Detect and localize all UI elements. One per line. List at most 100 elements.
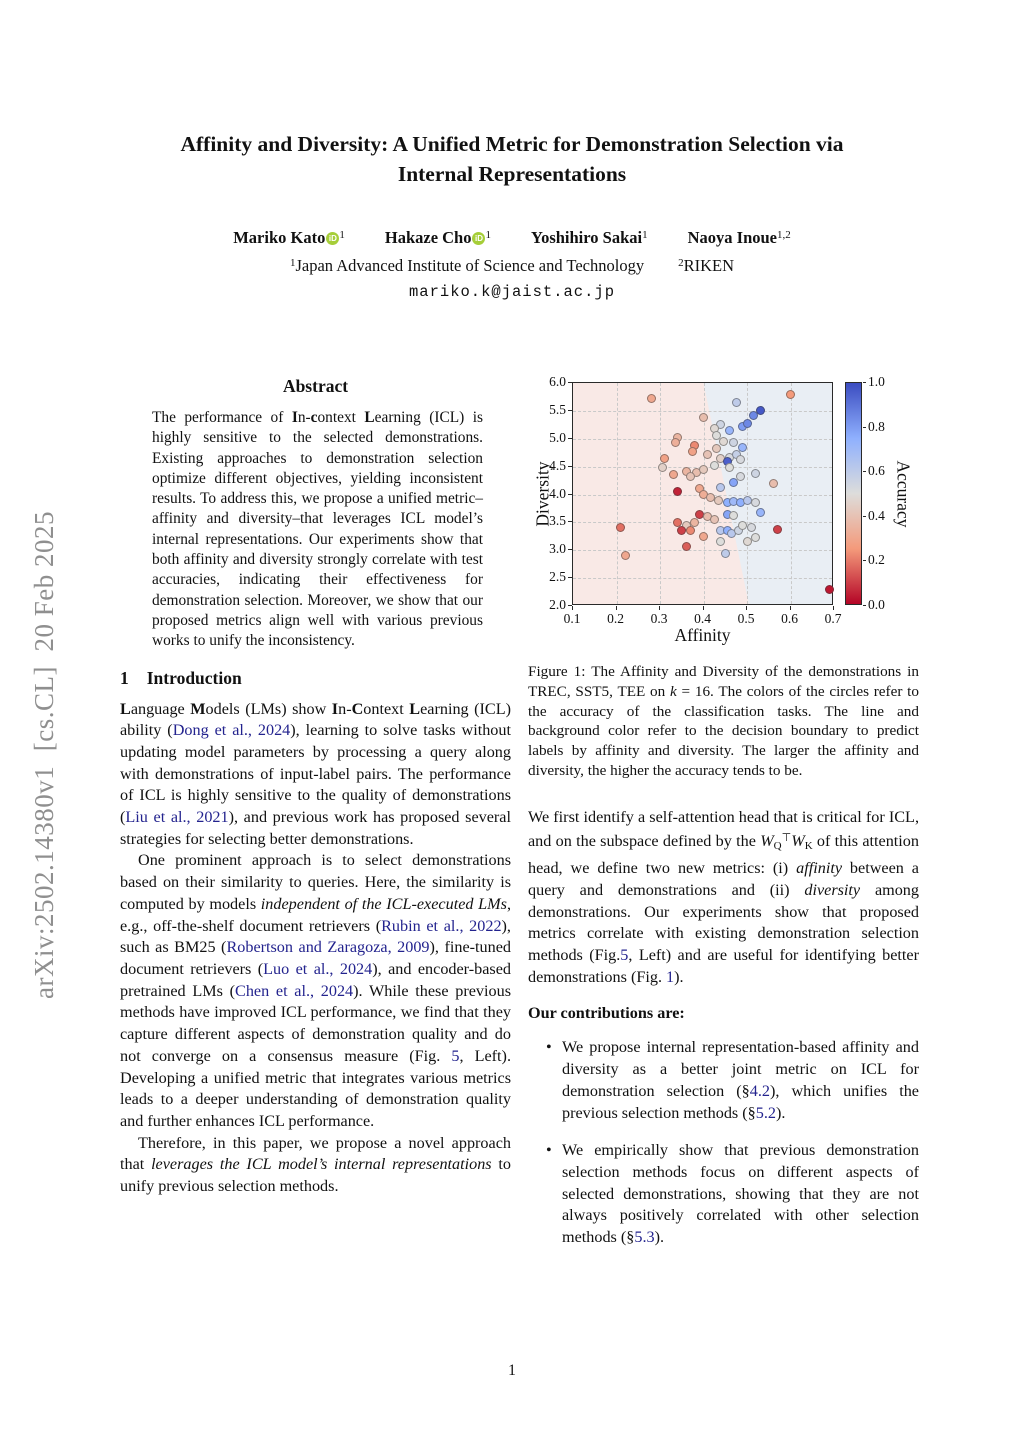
right-column: Affinity Diversity Accuracy 0.1 0.2 0.3 0.4… xyxy=(528,372,919,1265)
colorbar-tick-label: 0.2 xyxy=(868,552,885,568)
affil-name: RIKEN xyxy=(683,256,735,275)
x-tick-label: 0.5 xyxy=(737,611,755,626)
author-affil-sup: 1 xyxy=(339,229,345,241)
colorbar-tick-mark xyxy=(863,515,866,517)
y-tick-label: 5.5 xyxy=(549,401,566,417)
scatter-point xyxy=(616,523,626,533)
x-tick-mark xyxy=(789,606,791,610)
gridline xyxy=(573,522,832,524)
scatter-point xyxy=(786,389,795,399)
colorbar-tick-label: 0.0 xyxy=(868,597,885,612)
citation-link[interactable]: Chen et al., 2024 xyxy=(235,981,354,1000)
x-tick-mark xyxy=(702,606,704,610)
scatter-point xyxy=(670,438,680,448)
scatter-point xyxy=(718,437,728,447)
right-paragraph-1: We first identify a self-attention head … xyxy=(528,807,919,986)
y-tick-mark xyxy=(568,437,572,439)
author-1: Mariko Kato iD 1 xyxy=(233,228,345,248)
scatter-point xyxy=(772,524,782,534)
x-tick-label: 0.4 xyxy=(694,611,711,626)
scatter-point xyxy=(699,464,708,474)
author-name: Naoya Inoue xyxy=(687,228,777,247)
citation-link[interactable]: 4.2 xyxy=(749,1081,770,1100)
scatter-point xyxy=(685,471,695,481)
colorbar-tick-mark xyxy=(863,382,866,383)
contact-email: mariko.k@jaist.ac.jp xyxy=(408,283,616,301)
y-tick-label: 6.0 xyxy=(549,374,566,389)
citation-link[interactable]: 5.3 xyxy=(634,1228,655,1247)
citation-link[interactable]: 5 xyxy=(451,1046,460,1065)
abstract-heading: Abstract xyxy=(282,376,349,396)
scatter-point xyxy=(729,511,739,521)
scatter-point xyxy=(699,413,708,423)
citation-link[interactable]: 5 xyxy=(620,946,629,964)
figure-1-panel: Affinity Diversity Accuracy 0.1 0.2 0.3 0.4… xyxy=(528,372,919,652)
scatter-point xyxy=(729,438,739,448)
abstract-body: The performance of In-context Learning (… xyxy=(152,409,483,650)
scatter-point xyxy=(714,495,724,505)
scatter-point xyxy=(659,453,669,463)
section-heading-introduction: 1 Introduction xyxy=(120,668,511,689)
colorbar-tick-mark xyxy=(863,560,866,562)
y-tick-mark xyxy=(568,577,572,579)
intro-paragraph-1: Language Models (LMs) show In-Context Le… xyxy=(120,699,511,848)
orcid-icon[interactable]: iD xyxy=(472,232,486,245)
x-tick-label: 0.3 xyxy=(650,611,668,626)
scatter-point xyxy=(668,470,678,480)
author-name: Yoshihiro Sakai xyxy=(530,228,643,247)
author-name: Hakaze Cho xyxy=(384,228,472,247)
scatter-point xyxy=(742,495,752,505)
x-tick-label: 0.6 xyxy=(781,611,798,626)
colorbar-tick-label: 0.6 xyxy=(868,463,885,479)
citation-link[interactable]: Robertson and Zaragoza, 2009 xyxy=(226,938,430,957)
scatter-point xyxy=(685,526,695,536)
citation-link[interactable]: 5.2 xyxy=(755,1103,776,1122)
scatter-point xyxy=(709,515,719,525)
contribution-item-2: We empirically show that previous demons… xyxy=(528,1140,919,1249)
x-tick-label: 0.7 xyxy=(824,611,842,626)
scatter-point xyxy=(703,449,713,459)
y-tick-mark xyxy=(568,465,572,467)
y-tick-label: 4.5 xyxy=(549,457,566,473)
citation-link[interactable]: Liu et al., 2021 xyxy=(125,808,229,827)
author-affil-sup: 1 xyxy=(642,229,648,241)
citation-link[interactable]: Luo et al., 2024 xyxy=(263,960,373,978)
citation-link[interactable]: Dong et al., 2024 xyxy=(172,721,291,740)
gridline xyxy=(573,578,832,580)
page-number: 1 xyxy=(508,1362,516,1379)
scatter-point xyxy=(751,533,761,543)
author-4: Naoya Inoue1,2 xyxy=(688,228,791,248)
intro-paragraph-3: Therefore, in this paper, we propose a n… xyxy=(120,1133,511,1196)
scatter-point xyxy=(681,541,691,551)
gridline xyxy=(573,438,832,440)
y-tick-mark xyxy=(568,493,572,495)
citation-link[interactable]: Rubin et al., 2022 xyxy=(381,916,502,935)
scatter-point xyxy=(825,584,835,594)
author-2: Hakaze Cho iD 1 xyxy=(385,228,491,248)
author-affil-sup: 1,2 xyxy=(777,229,791,241)
gridline xyxy=(616,383,618,604)
scatter-point xyxy=(738,442,748,452)
x-tick-label: 0.1 xyxy=(563,611,581,626)
scatter-point xyxy=(755,507,765,517)
scatter-point xyxy=(729,477,739,487)
scatter-point xyxy=(768,478,778,488)
y-tick-label: 5.0 xyxy=(549,429,566,445)
colorbar-tick-mark xyxy=(863,605,866,606)
contributions-list: We propose internal representation-based… xyxy=(528,1037,919,1248)
gridline xyxy=(573,410,832,412)
left-column: Abstract The performance of In-context L… xyxy=(120,376,511,1198)
section-number: 1 xyxy=(120,667,129,688)
y-tick-label: 4.0 xyxy=(549,485,566,501)
orcid-icon[interactable]: iD xyxy=(326,232,340,245)
paper-title-line1: Affinity and Diversity: A Unified Metric… xyxy=(180,132,844,156)
colorbar xyxy=(845,382,862,605)
affiliation-2: 2RIKEN xyxy=(678,256,734,276)
citation-link[interactable]: 1 xyxy=(666,967,675,986)
paper-title-line2: Internal Representations xyxy=(397,162,627,186)
scatter-point xyxy=(735,454,745,464)
scatter-point xyxy=(716,483,726,493)
section-title: Introduction xyxy=(146,667,242,688)
scatter-point xyxy=(731,398,741,407)
x-tick-mark xyxy=(833,606,834,610)
